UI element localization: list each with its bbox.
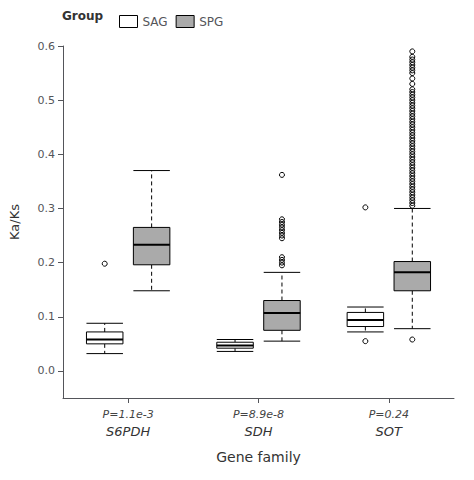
svg-text:Group: Group [62,9,104,23]
svg-text:0.2: 0.2 [38,256,56,269]
svg-text:SOT: SOT [376,424,403,439]
svg-text:0.4: 0.4 [38,148,56,161]
svg-text:P=1.1e-3: P=1.1e-3 [103,408,154,421]
svg-text:0.6: 0.6 [38,40,56,53]
svg-text:0.3: 0.3 [38,202,56,215]
svg-text:Ka/Ks: Ka/Ks [7,204,22,240]
svg-text:P=8.9e-8: P=8.9e-8 [233,408,284,421]
svg-text:Gene family: Gene family [216,449,301,465]
svg-text:0.5: 0.5 [38,94,56,107]
svg-text:P=0.24: P=0.24 [369,408,409,421]
svg-text:S6PDH: S6PDH [106,424,150,439]
svg-text:SAG: SAG [143,15,168,29]
svg-text:SPG: SPG [199,15,223,29]
svg-text:0.1: 0.1 [38,310,56,323]
svg-text:SDH: SDH [244,424,272,439]
svg-text:0.0: 0.0 [38,364,56,377]
